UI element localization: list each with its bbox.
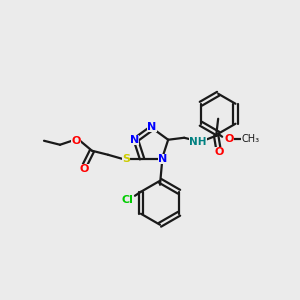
Text: NH: NH (189, 137, 207, 147)
Text: N: N (147, 122, 157, 132)
Text: O: O (71, 136, 81, 146)
Text: N: N (158, 154, 168, 164)
Text: S: S (122, 154, 130, 164)
Text: CH₃: CH₃ (241, 134, 259, 144)
Text: N: N (130, 135, 140, 145)
Text: O: O (224, 134, 234, 144)
Text: O: O (79, 164, 89, 174)
Text: O: O (214, 147, 224, 157)
Text: Cl: Cl (121, 195, 133, 205)
